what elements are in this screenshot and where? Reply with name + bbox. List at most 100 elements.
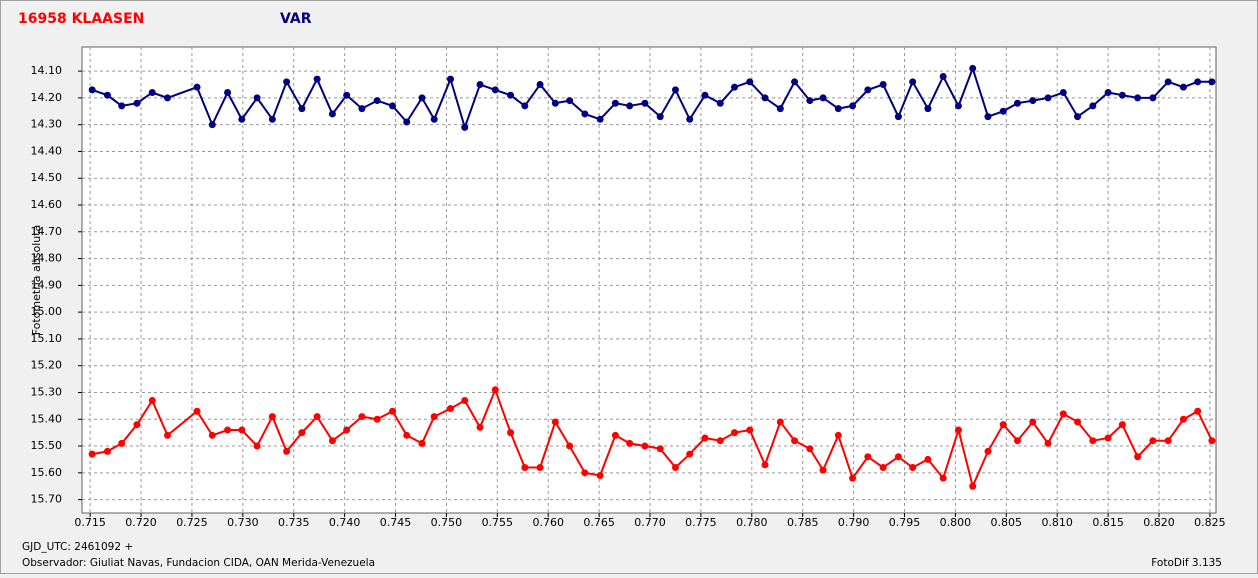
data-point [1118, 421, 1126, 429]
data-point [403, 118, 411, 126]
footer-software: FotoDif 3.135 [1151, 557, 1222, 569]
data-point [806, 445, 814, 453]
y-tick-label: 15.60 [31, 466, 63, 479]
data-point [671, 463, 679, 471]
x-tick-label: 0.800 [940, 516, 972, 529]
x-tick-label: 0.775 [685, 516, 717, 529]
data-point [88, 450, 96, 458]
legend-entry: 16958 KLAASEN [18, 11, 144, 27]
data-point [343, 91, 351, 99]
data-point [118, 439, 126, 447]
data-point [656, 113, 664, 121]
data-point [461, 123, 469, 131]
x-tick-label: 0.715 [74, 516, 106, 529]
y-tick-label: 15.20 [31, 359, 63, 372]
data-point [864, 86, 872, 94]
data-point [1164, 437, 1172, 445]
data-point [939, 72, 947, 80]
data-point [924, 455, 932, 463]
data-point [283, 447, 291, 455]
data-point [148, 397, 156, 405]
data-point [313, 75, 321, 83]
x-tick-label: 0.810 [1041, 516, 1073, 529]
data-point [581, 469, 589, 477]
data-point [224, 89, 232, 97]
data-point [373, 415, 381, 423]
data-point [1044, 439, 1052, 447]
data-point [849, 102, 857, 110]
data-point [328, 110, 336, 118]
data-point [1179, 83, 1187, 91]
y-tick-label: 15.50 [31, 439, 63, 452]
data-point [746, 426, 754, 434]
data-point [491, 86, 499, 94]
data-point [716, 99, 724, 107]
x-tick-label: 0.805 [991, 516, 1023, 529]
data-point [879, 80, 887, 88]
data-point [819, 466, 827, 474]
data-point [969, 482, 977, 490]
data-point [430, 115, 438, 123]
data-point [566, 442, 574, 450]
data-point [88, 86, 96, 94]
x-tick-label: 0.720 [125, 516, 157, 529]
y-tick-label: 14.90 [31, 278, 63, 291]
data-point [103, 91, 111, 99]
data-point [984, 447, 992, 455]
data-point [133, 421, 141, 429]
y-tick-label: 15.30 [31, 385, 63, 398]
data-point [834, 105, 842, 113]
data-point [283, 78, 291, 86]
data-point [1179, 415, 1187, 423]
data-point [939, 474, 947, 482]
data-point [238, 115, 246, 123]
data-point [193, 83, 201, 91]
x-tick-label: 0.735 [278, 516, 310, 529]
y-tick-label: 15.70 [31, 493, 63, 506]
data-point [1164, 78, 1172, 86]
data-point [164, 94, 172, 102]
data-point [388, 102, 396, 110]
data-point [388, 407, 396, 415]
data-point [864, 453, 872, 461]
y-tick-label: 15.10 [31, 332, 63, 345]
data-point [819, 94, 827, 102]
data-point [208, 121, 216, 129]
y-tick-label: 14.80 [31, 252, 63, 265]
x-tick-label: 0.765 [583, 516, 615, 529]
data-point [476, 80, 484, 88]
data-point [954, 102, 962, 110]
data-point [148, 89, 156, 97]
data-point [1074, 113, 1082, 121]
data-point [1029, 418, 1037, 426]
y-tick-label: 14.20 [31, 91, 63, 104]
data-point [581, 110, 589, 118]
data-point [879, 463, 887, 471]
y-tick-label: 14.60 [31, 198, 63, 211]
data-point [776, 105, 784, 113]
x-tick-label: 0.730 [227, 516, 259, 529]
data-point [418, 439, 426, 447]
data-point [253, 442, 261, 450]
legend-entry: VAR [280, 11, 312, 27]
data-point [686, 115, 694, 123]
data-point [1059, 89, 1067, 97]
data-point [118, 102, 126, 110]
y-tick-label: 14.50 [31, 171, 63, 184]
data-point [430, 413, 438, 421]
data-point [551, 99, 559, 107]
data-point [806, 97, 814, 105]
data-point [193, 407, 201, 415]
data-point [1013, 99, 1021, 107]
y-tick-label: 14.40 [31, 144, 63, 157]
data-point [1104, 434, 1112, 442]
data-point [461, 397, 469, 405]
footer-epoch: GJD_UTC: 2461092 + [22, 541, 133, 553]
x-tick-label: 0.770 [634, 516, 666, 529]
y-tick-label: 14.10 [31, 64, 63, 77]
data-point [373, 97, 381, 105]
data-point [343, 426, 351, 434]
y-axis-label: Fotometria absoluta [30, 225, 43, 336]
x-tick-label: 0.795 [889, 516, 921, 529]
